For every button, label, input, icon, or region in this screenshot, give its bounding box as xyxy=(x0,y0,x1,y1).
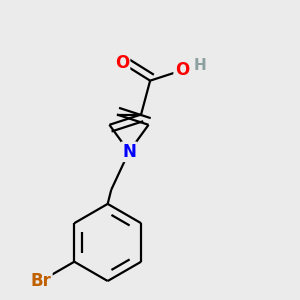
Text: O: O xyxy=(175,61,189,80)
Text: H: H xyxy=(194,58,207,73)
Text: Br: Br xyxy=(31,272,51,290)
Text: N: N xyxy=(122,143,136,161)
Text: O: O xyxy=(115,54,129,72)
